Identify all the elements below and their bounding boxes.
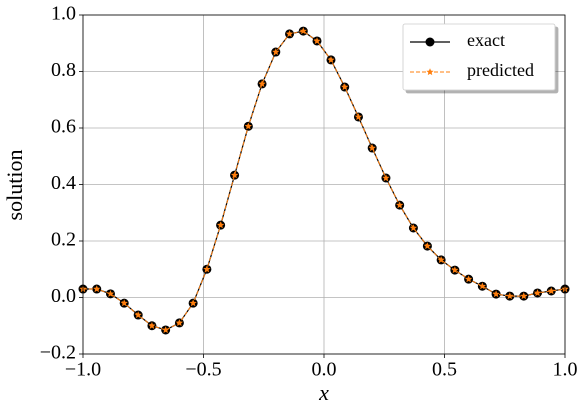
- data-point: [148, 321, 156, 329]
- legend-label: predicted: [467, 60, 534, 80]
- x-tick-label: 1.0: [553, 359, 578, 381]
- legend-label: exact: [467, 30, 505, 50]
- data-point: [244, 122, 252, 130]
- data-point: [106, 290, 115, 297]
- data-point: [341, 83, 349, 91]
- data-point: [547, 287, 555, 295]
- data-point: [134, 311, 142, 319]
- data-point: [120, 299, 128, 307]
- x-tick-label: 0.5: [432, 359, 457, 381]
- data-point: [533, 289, 542, 297]
- data-point: [492, 290, 500, 298]
- data-point: [451, 266, 459, 274]
- x-tick-label: −0.5: [185, 359, 221, 381]
- data-point: [506, 292, 514, 300]
- y-tick-label: −0.2: [40, 342, 76, 364]
- data-point: [327, 56, 335, 63]
- legend-box: [402, 23, 556, 91]
- x-tick-label: −1.0: [65, 359, 101, 381]
- data-point: [313, 37, 321, 45]
- x-tick-label: 0.0: [312, 359, 337, 381]
- data-point: [354, 113, 363, 121]
- data-point: [217, 221, 225, 229]
- x-axis-label: x: [318, 380, 329, 405]
- data-point: [464, 275, 473, 283]
- plot-frame: [82, 14, 566, 355]
- series: [79, 27, 569, 334]
- y-tick-label: 1.0: [51, 3, 76, 25]
- data-point: [272, 48, 280, 56]
- y-tick-label: 0.6: [51, 116, 76, 138]
- data-point: [285, 30, 294, 37]
- data-point: [203, 265, 211, 273]
- data-point: [175, 319, 184, 326]
- legend: exact predicted: [402, 23, 556, 91]
- y-axis-label: solution: [2, 150, 27, 221]
- data-point: [520, 292, 528, 300]
- data-point: [162, 326, 170, 334]
- data-point: [382, 174, 390, 182]
- data-point: [423, 242, 431, 250]
- y-tick-label: 0.0: [51, 285, 76, 307]
- legend-marker: [426, 68, 434, 76]
- data-point: [189, 299, 197, 307]
- y-tick-label: 0.8: [51, 59, 76, 81]
- legend-marker: [425, 37, 435, 47]
- data-point: [299, 27, 307, 35]
- data-point: [230, 171, 239, 179]
- data-point: [368, 144, 376, 152]
- data-point: [396, 201, 404, 209]
- data-point: [437, 256, 445, 263]
- y-tick-label: 0.2: [51, 229, 76, 251]
- data-point: [93, 285, 101, 293]
- data-point: [258, 80, 266, 87]
- data-point: [409, 224, 418, 232]
- data-point: [478, 282, 486, 290]
- y-tick-label: 0.4: [51, 172, 76, 194]
